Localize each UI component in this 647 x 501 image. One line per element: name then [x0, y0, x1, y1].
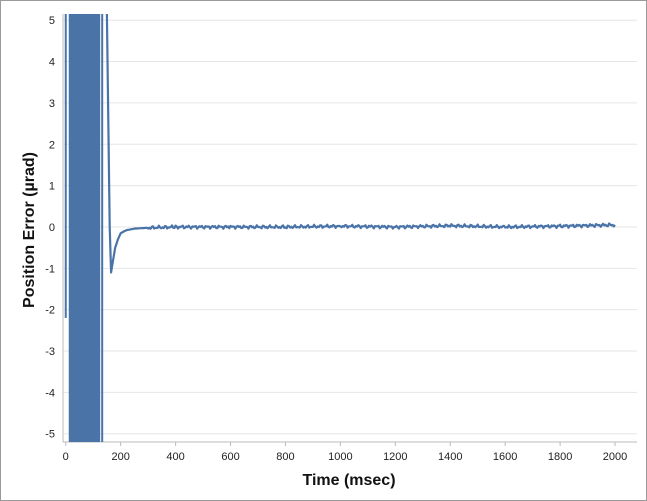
- x-tick-label: 1600: [493, 451, 517, 463]
- y-tick-label: 5: [49, 15, 55, 27]
- plot-area: [64, 13, 616, 442]
- y-tick-labels: 5 4 3 2 1 0 -1 -2 -3 -4 -5: [45, 15, 55, 441]
- y-tick-label: 2: [49, 139, 55, 151]
- y-tick-label: -2: [45, 305, 55, 317]
- y-tick-label: -5: [45, 429, 55, 441]
- chart-axes: [62, 14, 637, 446]
- series-line: [105, 13, 616, 274]
- x-tick-label: 1400: [438, 451, 462, 463]
- x-tick-label: 0: [63, 451, 69, 463]
- y-tick-label: -4: [45, 387, 55, 399]
- x-tick-label: 400: [166, 451, 184, 463]
- x-tick-label: 1800: [548, 451, 572, 463]
- y-tick-label: 1: [49, 181, 55, 193]
- y-tick-label: 3: [49, 98, 55, 110]
- x-tick-label: 800: [276, 451, 294, 463]
- y-tick-label: -1: [45, 263, 55, 275]
- x-tick-label: 200: [111, 451, 129, 463]
- x-tick-label: 600: [221, 451, 239, 463]
- y-tick-label: 4: [49, 57, 55, 69]
- x-tick-label: 2000: [603, 451, 627, 463]
- x-axis-title: Time (msec): [302, 472, 395, 489]
- x-tick-label: 1000: [328, 451, 352, 463]
- saturated-signal-region: [68, 14, 101, 442]
- y-tick-label: -3: [45, 346, 55, 358]
- y-axis-title: Position Error (µrad): [21, 152, 38, 308]
- x-tick-labels: 0 200 400 600 800 1000 1200 1400 1600 1800 2000: [63, 451, 628, 463]
- x-tick-label: 1200: [383, 451, 407, 463]
- grid-lines: [63, 19, 637, 435]
- y-tick-label: 0: [49, 222, 55, 234]
